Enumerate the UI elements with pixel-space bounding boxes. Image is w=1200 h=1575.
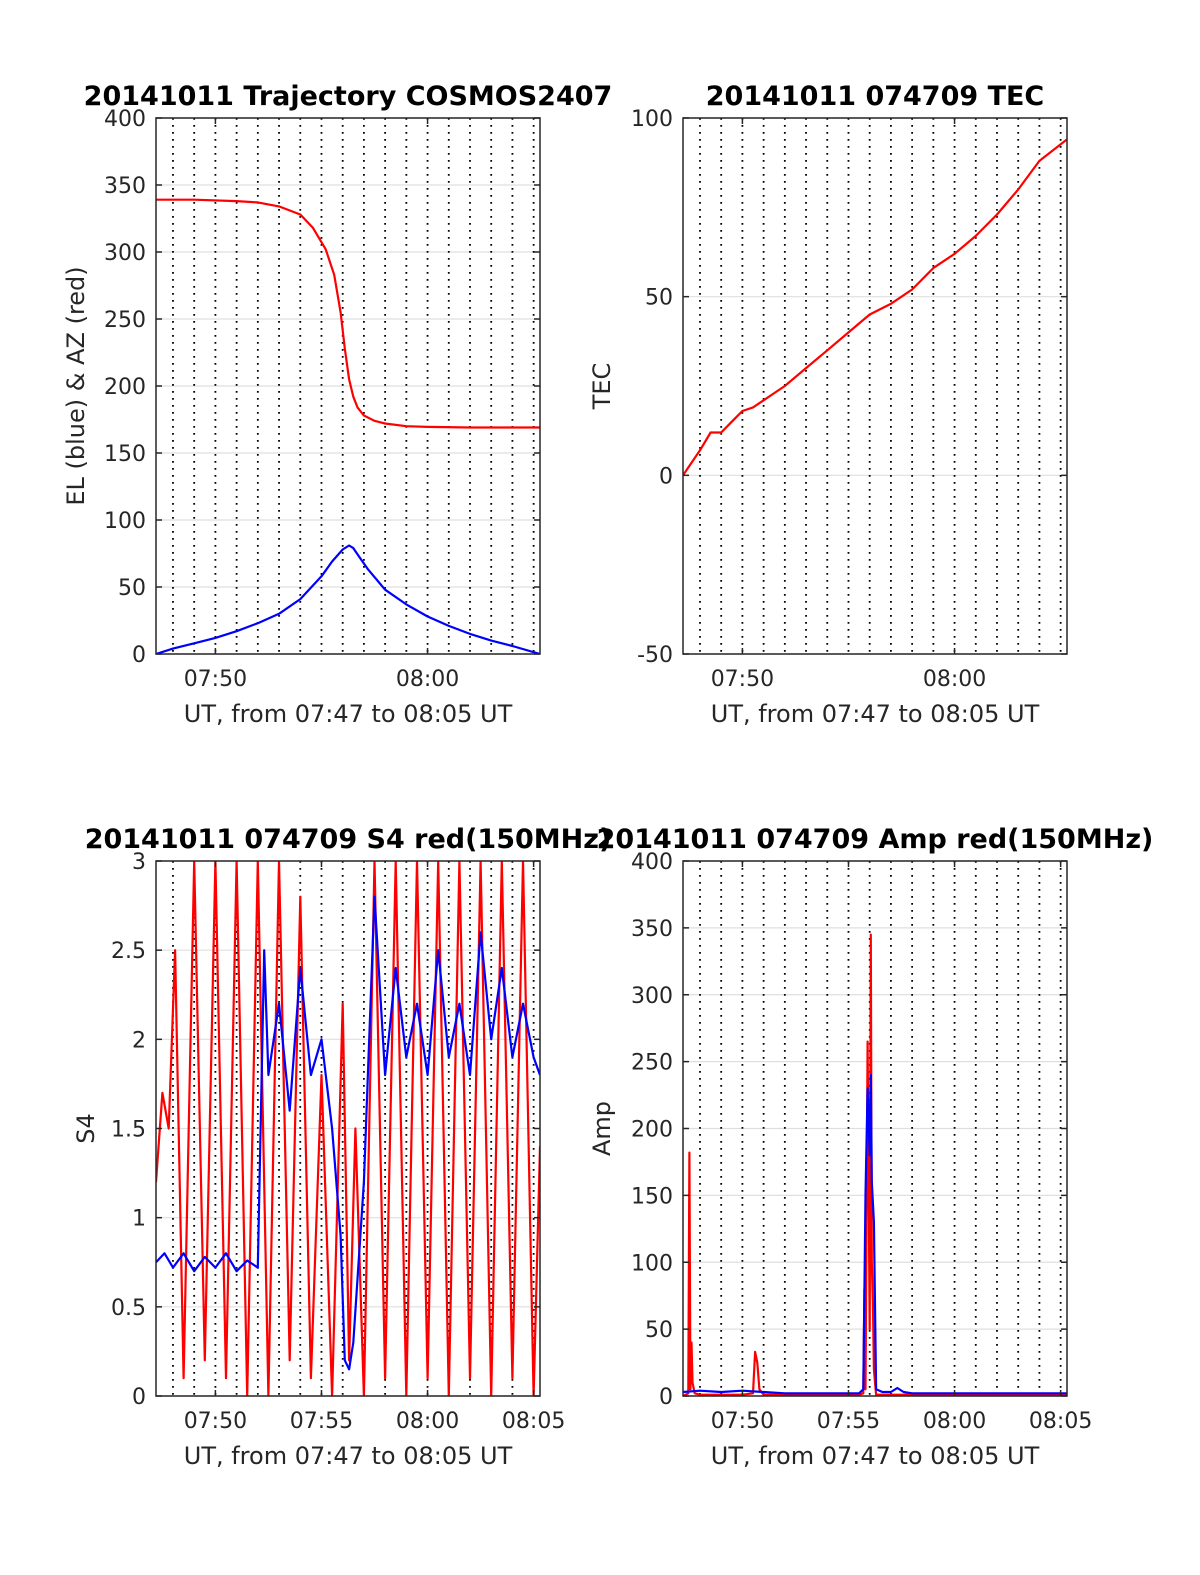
trajectory-series-1-line (156, 198, 540, 429)
trajectory-xtick-label: 08:00 (396, 667, 459, 692)
amp-xtick-label: 07:50 (711, 1409, 774, 1434)
s4-ytick-label: 0 (132, 1385, 146, 1410)
trajectory-ytick-label: 400 (104, 107, 146, 132)
amp-series-group (683, 933, 1067, 1396)
trajectory-ytick-label: 150 (104, 442, 146, 467)
tec-xlabel: UT, from 07:47 to 08:05 UT (711, 700, 1040, 728)
tec-ytick-label: 0 (659, 464, 673, 489)
amp-ytick-label: 0 (659, 1385, 673, 1410)
amp-ytick-label: 400 (631, 850, 673, 875)
s4-xtick-label: 07:50 (184, 1409, 247, 1434)
amp-ytick-label: 100 (631, 1251, 673, 1276)
trajectory-xlabel: UT, from 07:47 to 08:05 UT (184, 700, 513, 728)
s4-ytick-label: 0.5 (111, 1296, 146, 1321)
trajectory-ytick-label: 100 (104, 509, 146, 534)
s4-series-group (156, 861, 540, 1396)
amp-xtick-label: 07:55 (817, 1409, 880, 1434)
trajectory-title: 20141011 Trajectory COSMOS2407 (84, 81, 613, 112)
trajectory-ytick-label: 50 (118, 576, 146, 601)
amp-ytick-label: 150 (631, 1184, 673, 1209)
tec-series-0-line (683, 138, 1067, 476)
amp-series-0-line (683, 933, 1067, 1396)
tec-ytick-label: 50 (645, 286, 673, 311)
amp-ytick-label: 300 (631, 984, 673, 1009)
tec-ytick-label: -50 (637, 643, 673, 668)
tec-ylabel: TEC (588, 363, 616, 411)
tec-xtick-label: 07:50 (711, 667, 774, 692)
trajectory-ytick-label: 250 (104, 308, 146, 333)
tec-title: 20141011 074709 TEC (706, 81, 1045, 112)
amp-series-1-line (683, 1073, 1067, 1395)
s4-ylabel: S4 (72, 1113, 100, 1144)
trajectory-series-0-line (156, 544, 540, 654)
tec-axes-box (682, 117, 1068, 655)
amp-ytick-label: 250 (631, 1051, 673, 1076)
s4-series-1-line (156, 895, 540, 1371)
amp-ytick-label: 350 (631, 917, 673, 942)
amp-ytick-label: 50 (645, 1318, 673, 1343)
trajectory-ytick-label: 350 (104, 174, 146, 199)
tec-chart: -50 0 50 100 07:50 08:00 20141011 074709 TEC UT… (588, 81, 1068, 728)
tec-ytick-label: 100 (631, 107, 673, 132)
amp-chart: 0 50 100 150 200 250 300 350 400 07:50 07:55 08:00 0… (588, 824, 1153, 1470)
amp-xtick-label: 08:05 (1029, 1409, 1092, 1434)
amp-title: 20141011 074709 Amp red(150MHz) (597, 824, 1154, 855)
s4-xtick-label: 08:05 (502, 1409, 565, 1434)
tec-xtick-label: 08:00 (923, 667, 986, 692)
s4-chart: 0 0.5 1 1.5 2 2.5 3 07:50 07:55 08:00 08:05 2014101… (72, 824, 611, 1470)
s4-ytick-label: 2 (132, 1028, 146, 1053)
trajectory-xtick-label: 07:50 (184, 667, 247, 692)
s4-ytick-label: 3 (132, 850, 146, 875)
trajectory-chart: 0 50 100 150 200 250 300 350 400 07:50 08:00 201410… (62, 81, 612, 728)
trajectory-ytick-label: 200 (104, 375, 146, 400)
trajectory-ytick-label: 0 (132, 643, 146, 668)
tec-series-group (683, 138, 1067, 476)
s4-title: 20141011 074709 S4 red(150MHz) (85, 824, 612, 855)
trajectory-ytick-label: 300 (104, 241, 146, 266)
amp-xlabel: UT, from 07:47 to 08:05 UT (711, 1442, 1040, 1470)
s4-xlabel: UT, from 07:47 to 08:05 UT (184, 1442, 513, 1470)
s4-series-0-line (156, 861, 540, 1396)
s4-ytick-label: 1.5 (111, 1118, 146, 1143)
s4-xtick-label: 08:00 (396, 1409, 459, 1434)
s4-ytick-label: 1 (132, 1207, 146, 1232)
s4-xtick-label: 07:55 (290, 1409, 353, 1434)
amp-xtick-label: 08:00 (923, 1409, 986, 1434)
trajectory-ylabel: EL (blue) & AZ (red) (62, 266, 90, 505)
amp-ylabel: Amp (588, 1101, 616, 1156)
trajectory-series-group (156, 198, 540, 654)
s4-ytick-label: 2.5 (111, 939, 146, 964)
amp-ytick-label: 200 (631, 1118, 673, 1143)
